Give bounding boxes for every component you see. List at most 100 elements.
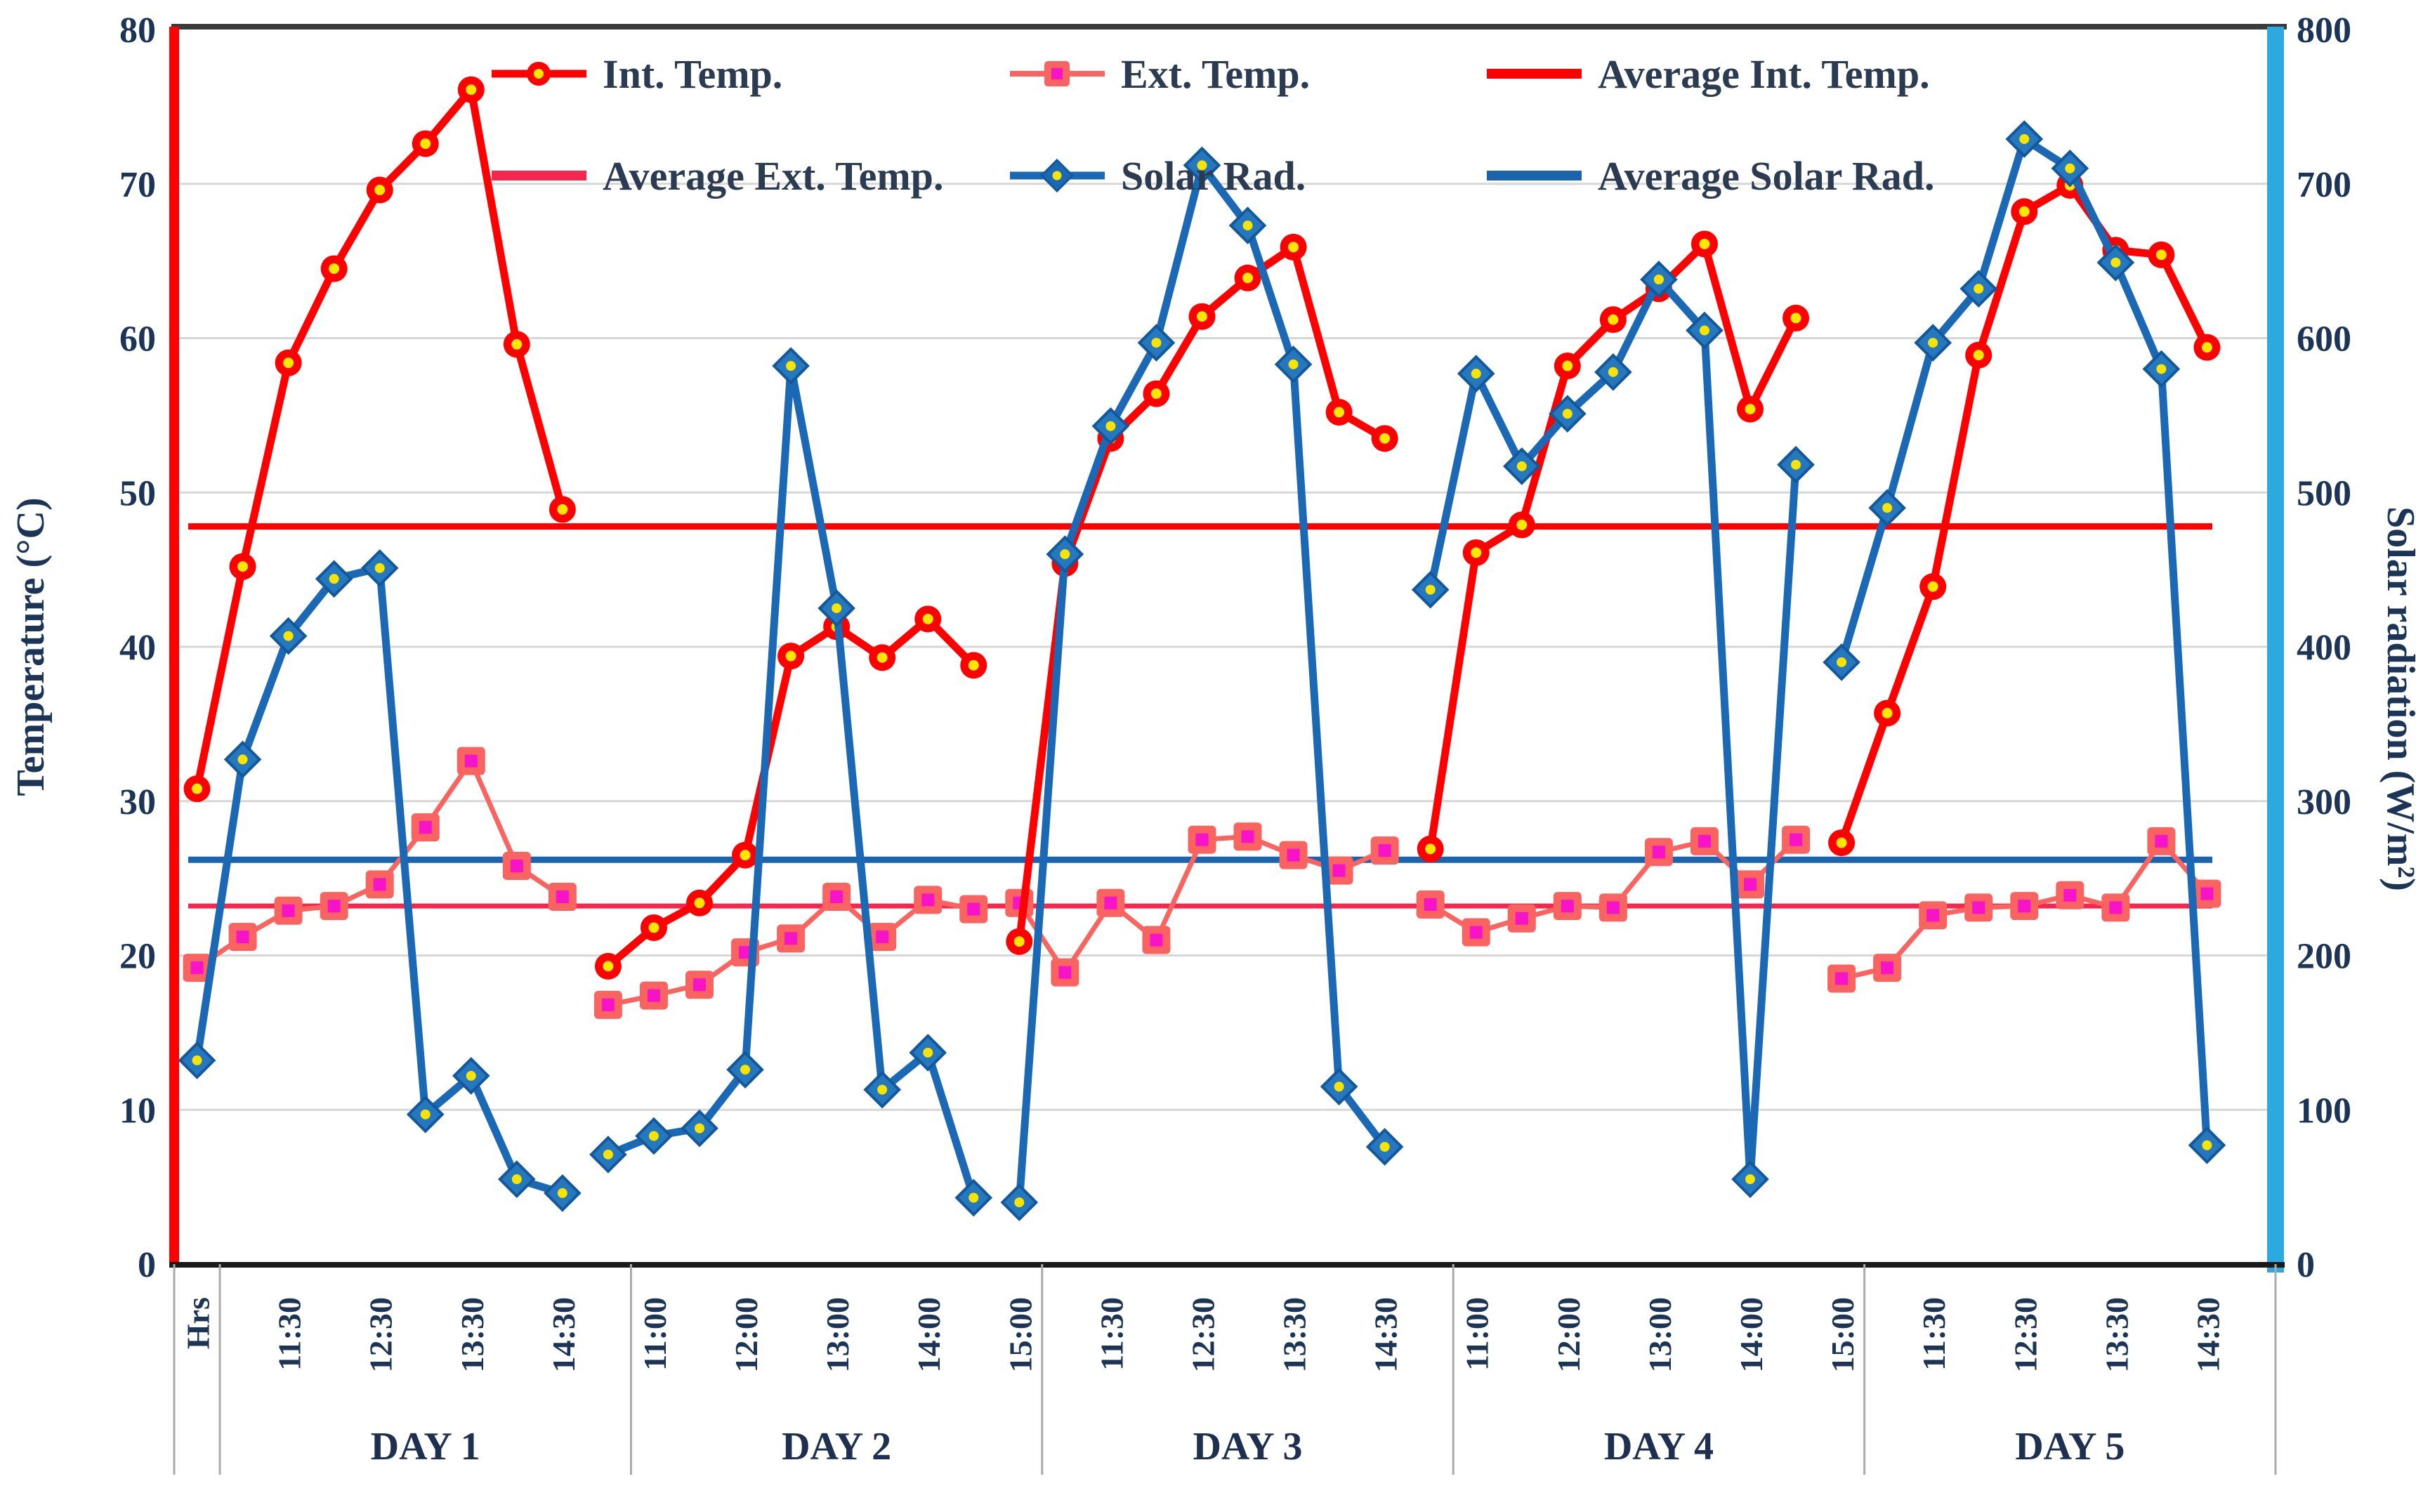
x-tick-label: 13:30 <box>2099 1297 2134 1372</box>
marker-square-center <box>1926 909 1940 922</box>
x-tick-label: 14:30 <box>546 1297 582 1372</box>
marker-diamond-center <box>420 1109 431 1119</box>
y-tick-label-left: 60 <box>119 320 156 360</box>
chart-generated-content: 0102030405060708001002003004005006007008… <box>119 11 2351 1475</box>
y-tick-label-left: 30 <box>119 782 156 822</box>
legend-marker-diamond-center <box>1052 171 1062 180</box>
legend-label: Average Int. Temp. <box>1598 51 1930 97</box>
x-tick-label: 11:30 <box>1094 1297 1129 1371</box>
marker-circle-center <box>511 338 523 350</box>
legend-label: Solar Rad. <box>1121 153 1306 199</box>
gridlines <box>179 183 2269 1111</box>
day-group-label: DAY 2 <box>782 1425 891 1468</box>
legend-item-solar-rad-: Solar Rad. <box>1010 153 1306 199</box>
marker-square-center <box>2018 900 2031 913</box>
marker-square-center <box>1195 833 1209 846</box>
plot-top-border <box>171 24 2287 29</box>
marker-square-center <box>693 978 706 992</box>
marker-square-center <box>1744 878 1757 891</box>
marker-diamond-center <box>1745 1174 1755 1185</box>
x-tick-label: 15:00 <box>1002 1297 1038 1372</box>
marker-circle-center <box>1882 707 1893 718</box>
marker-diamond-center <box>1014 1197 1025 1208</box>
marker-circle-center <box>1608 314 1619 325</box>
marker-diamond-center <box>1425 584 1436 595</box>
marker-square-center <box>236 931 249 944</box>
marker-square-center <box>967 902 980 916</box>
marker-circle-center <box>1425 843 1436 855</box>
marker-circle-center <box>466 84 477 96</box>
marker-diamond-center <box>511 1174 522 1185</box>
marker-square-center <box>1972 901 1985 914</box>
marker-square-center <box>1515 912 1528 925</box>
marker-circle-center <box>1013 936 1025 947</box>
marker-diamond-center <box>1105 421 1116 431</box>
marker-square-center <box>1287 848 1300 862</box>
x-tick-label: 13:00 <box>1642 1297 1678 1372</box>
marker-circle-center <box>1196 311 1207 322</box>
y-tick-label-left: 0 <box>138 1245 156 1285</box>
series-line-day-5 <box>1837 135 2211 1146</box>
y-tick-label-right: 400 <box>2297 628 2351 668</box>
legend-label: Ext. Temp. <box>1121 51 1310 97</box>
marker-square-center <box>601 998 615 1011</box>
marker-diamond-center <box>603 1149 613 1159</box>
series-int-temp- <box>183 76 2221 980</box>
day-group-label: DAY 1 <box>371 1425 480 1468</box>
y-tick-label-right: 500 <box>2297 473 2351 513</box>
x-tick-label: 14:00 <box>911 1297 947 1372</box>
marker-square-center <box>419 821 432 834</box>
y-tick-label-left: 80 <box>119 11 156 51</box>
right-axis-line <box>2267 27 2284 1273</box>
marker-diamond-center <box>2110 257 2121 268</box>
legend-label: Int. Temp. <box>603 51 782 97</box>
marker-diamond-center <box>1288 359 1299 369</box>
series-line-day-2 <box>606 362 978 1199</box>
marker-square-center <box>2063 888 2077 902</box>
marker-circle-center <box>329 263 340 275</box>
x-axis-ticks: Hrs 11:30 12:30 13:30 14:30 11:00 12:00 13:00 14… <box>180 1297 2226 1372</box>
marker-diamond-center <box>695 1123 704 1133</box>
y-tick-label-right: 800 <box>2297 11 2351 51</box>
marker-square-center <box>784 932 798 945</box>
marker-diamond-center <box>1837 657 1847 667</box>
marker-circle-center <box>1562 360 1573 372</box>
marker-diamond-center <box>329 574 339 584</box>
x-tick-label: 11:00 <box>637 1297 673 1371</box>
marker-diamond-center <box>648 1131 659 1141</box>
marker-square-center <box>1835 972 1849 985</box>
y-tick-label-right: 100 <box>2297 1091 2351 1131</box>
marker-diamond-center <box>2202 1140 2212 1150</box>
legend-item-ext-temp-: Ext. Temp. <box>1010 51 1310 97</box>
marker-diamond-center <box>923 1047 933 1058</box>
y-tick-label-left: 70 <box>119 165 156 205</box>
x-tick-label: 13:30 <box>454 1297 490 1372</box>
marker-square-center <box>373 878 386 891</box>
marker-circle-center <box>694 898 705 909</box>
marker-diamond-center <box>1516 461 1527 471</box>
y-tick-label-right: 0 <box>2297 1245 2315 1285</box>
x-tick-label: 13:30 <box>1277 1297 1313 1372</box>
marker-diamond-center <box>1151 338 1162 348</box>
marker-circle-center <box>1288 242 1299 253</box>
x-tick-label: 14:30 <box>1368 1297 1404 1372</box>
marker-square-center <box>739 946 752 959</box>
marker-square-center <box>830 890 843 903</box>
marker-circle-center <box>1790 313 1801 324</box>
legend-marker-square-center <box>1051 68 1063 79</box>
y-axis-ticks-right: 0 100 200 300 400 500 600 700 800 <box>2297 11 2351 1285</box>
marker-circle-center <box>2201 342 2212 353</box>
marker-circle-center <box>740 850 751 861</box>
marker-square-center <box>2155 834 2168 848</box>
legend-item-average-int-temp-: Average Int. Temp. <box>1487 51 1930 97</box>
x-tick-label: 14:00 <box>1733 1297 1769 1372</box>
x-tick-label: 15:00 <box>1825 1297 1860 1372</box>
marker-diamond-center <box>969 1192 979 1203</box>
marker-square-center <box>1150 933 1163 947</box>
marker-square-center <box>282 904 295 917</box>
legend-marker-circle-center <box>534 69 544 79</box>
legend-item-average-ext-temp-: Average Ext. Temp. <box>492 153 943 199</box>
x-tick-label: 11:30 <box>1916 1297 1952 1371</box>
marker-diamond-center <box>1653 274 1664 284</box>
left-axis-line <box>169 27 179 1264</box>
